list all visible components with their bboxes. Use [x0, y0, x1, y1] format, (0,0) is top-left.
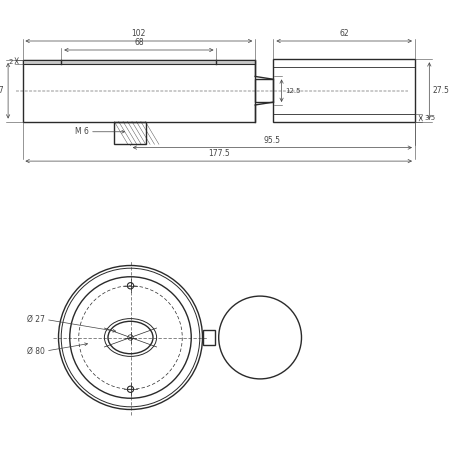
Bar	[202, 330, 215, 345]
Bar	[22, 60, 255, 64]
Text: M 6: M 6	[75, 127, 89, 136]
Text: 3.5: 3.5	[424, 115, 436, 121]
Bar	[22, 60, 255, 122]
Text: 27: 27	[0, 86, 4, 95]
Text: 27.5: 27.5	[433, 86, 450, 95]
Text: Ø 27: Ø 27	[27, 315, 45, 324]
Text: 68: 68	[134, 38, 144, 47]
Text: 62: 62	[339, 29, 349, 38]
Text: 95.5: 95.5	[264, 136, 281, 145]
Text: 2: 2	[9, 59, 13, 65]
Bar	[114, 122, 146, 144]
Text: 177.5: 177.5	[208, 149, 230, 158]
Text: 102: 102	[132, 29, 146, 38]
Text: Ø 80: Ø 80	[27, 346, 45, 356]
Bar	[255, 79, 274, 102]
Text: 12.5: 12.5	[285, 88, 301, 94]
Bar	[274, 59, 415, 122]
